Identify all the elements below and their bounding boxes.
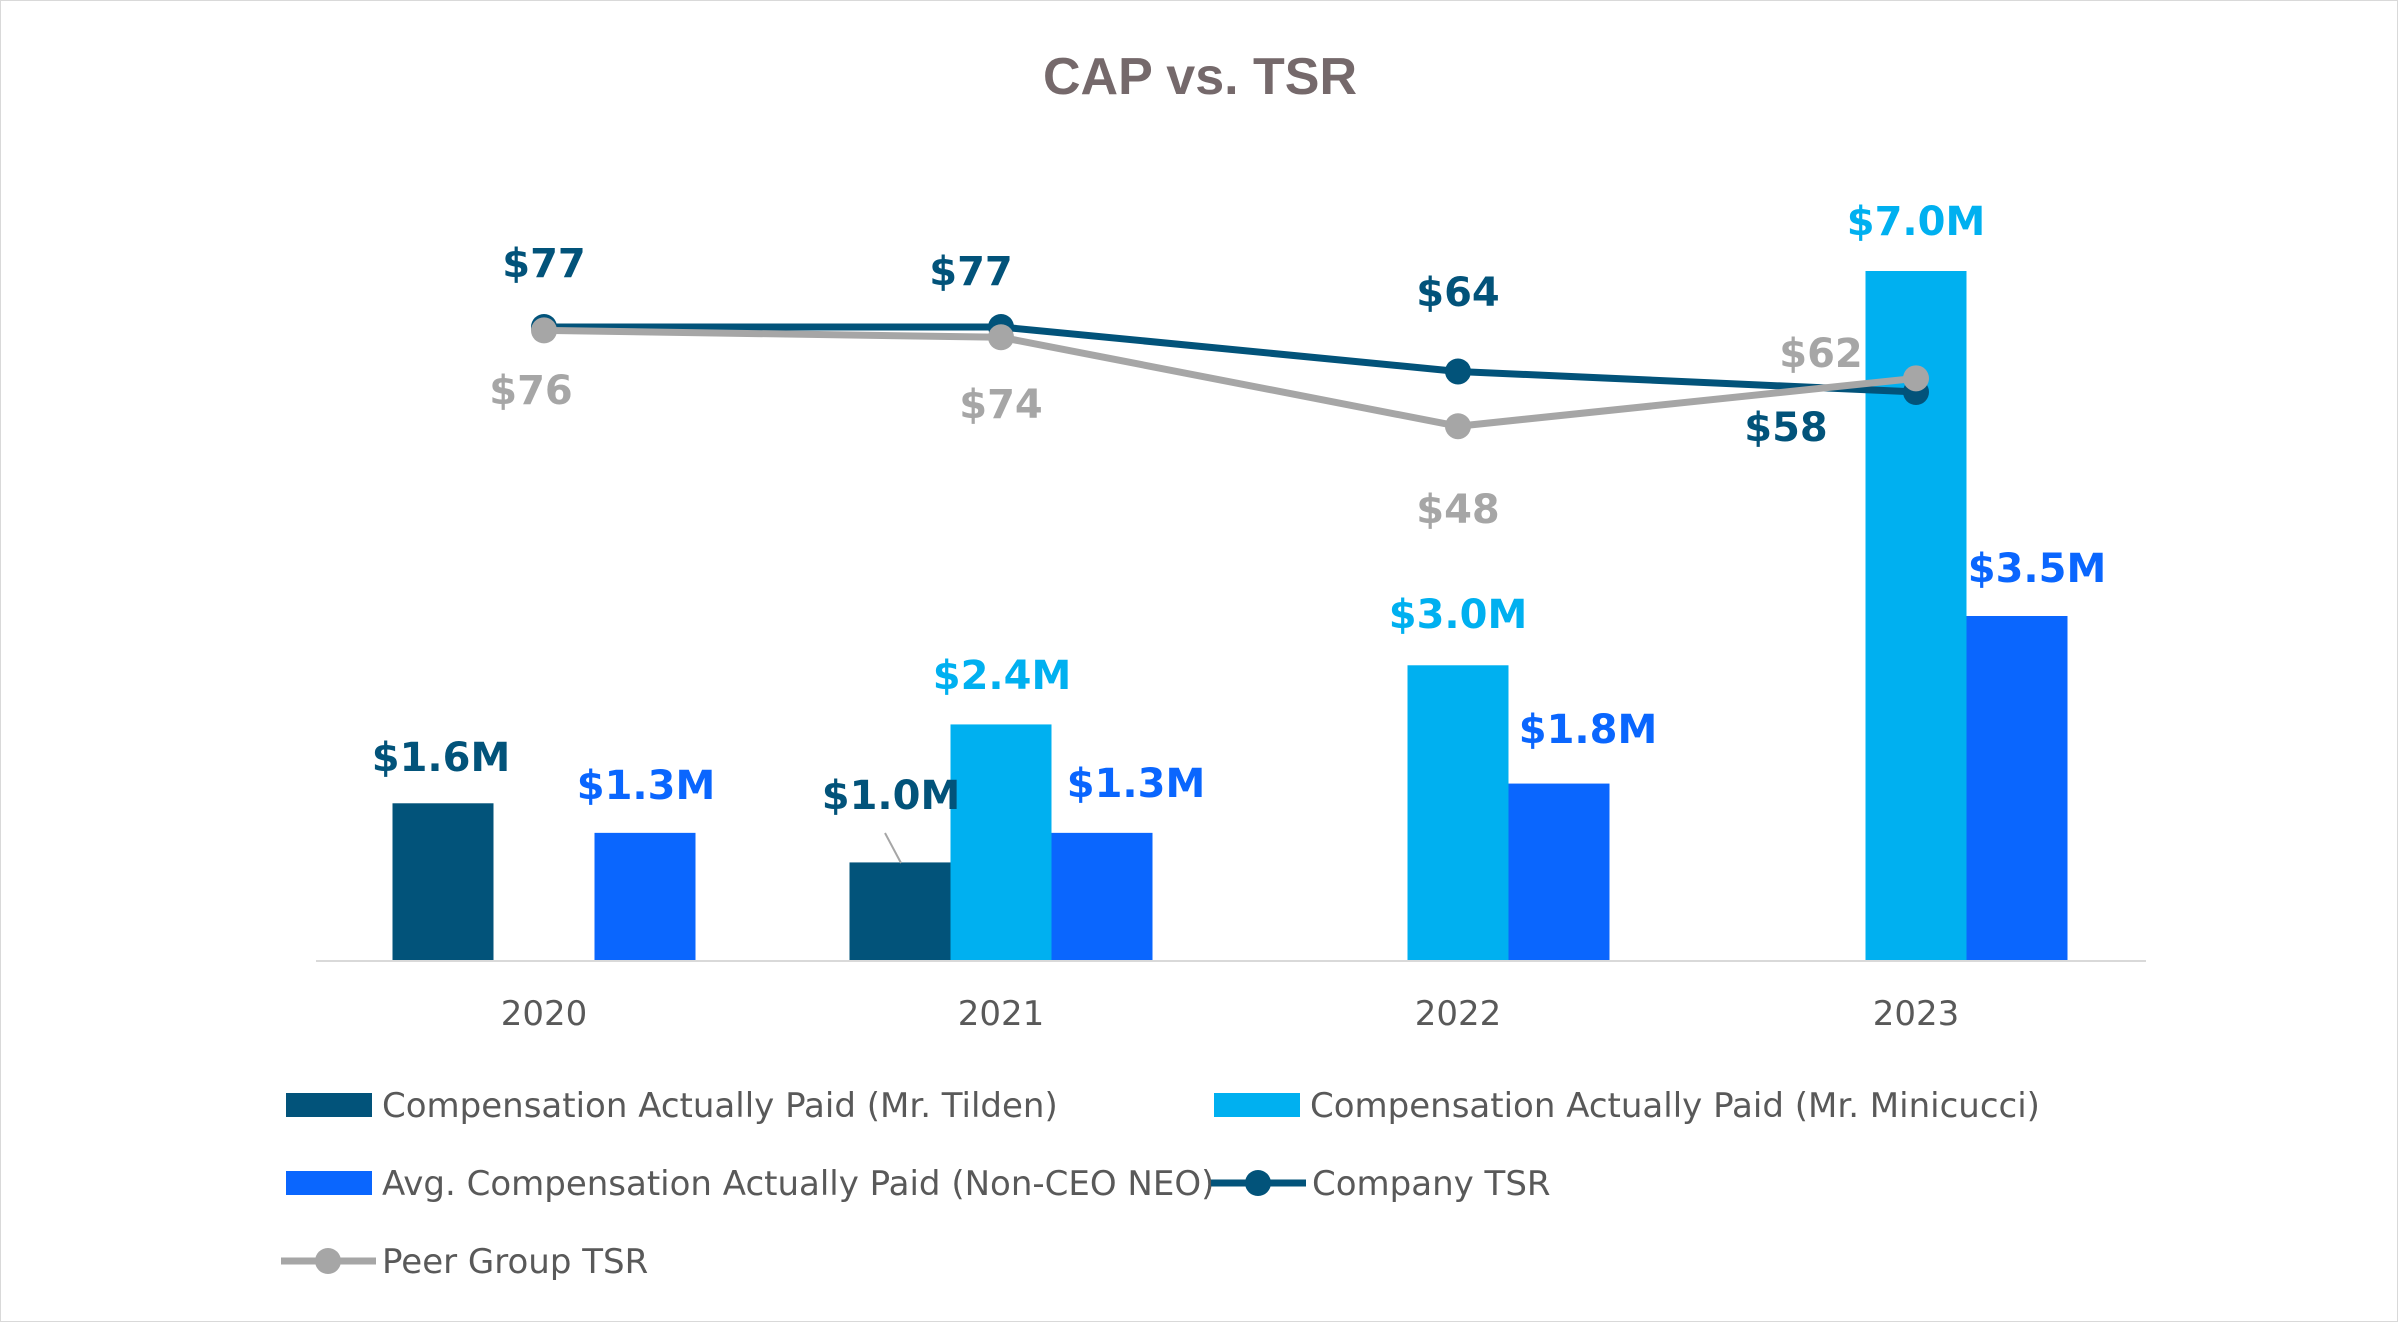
label-avg-compensation-actually-paid-non-ceo-neo-2021: $1.3M [1067,761,1206,807]
legend-swatch-marker-peer-group-tsr [315,1248,341,1274]
x-tick-2023: 2023 [1873,994,1960,1034]
label-compensation-actually-paid-mr-tilden-2020: $1.6M [372,735,511,781]
x-tick-2020: 2020 [501,994,588,1034]
legend-label-peer-group-tsr: Peer Group TSR [382,1242,648,1282]
label-compensation-actually-paid-mr-tilden-2021: $1.0M [822,773,961,819]
label-compensation-actually-paid-mr-minicucci-2022: $3.0M [1389,592,1528,638]
legend: Compensation Actually Paid (Mr. Tilden) C… [281,1086,2040,1282]
bar-compensation-actually-paid-mr-minicucci-2021 [950,724,1052,961]
bar-compensation-actually-paid-mr-tilden-2021 [849,862,951,961]
legend-swatch-marker-company-tsr [1245,1170,1271,1196]
label-avg-compensation-actually-paid-non-ceo-neo-2022: $1.8M [1519,707,1658,753]
label-peer-group-tsr-2020: $76 [489,368,573,414]
bar-avg-compensation-actually-paid-non-ceo-neo-2022 [1508,783,1610,961]
line-peer-group-tsr [540,326,1920,430]
legend-swatch-compensation-actually-paid-mr-minicucci [1214,1093,1300,1117]
label-peer-group-tsr-2022: $48 [1416,487,1500,533]
point-peer-group-tsr-2023 [1903,365,1929,392]
label-company-tsr-2022: $64 [1416,270,1500,316]
label-company-tsr-2020: $77 [502,241,586,287]
legend-label-company-tsr: Company TSR [1312,1164,1551,1204]
x-tick-2021: 2021 [958,994,1045,1034]
lines-layer [531,314,1929,440]
point-peer-group-tsr-2020 [531,317,557,344]
bar-compensation-actually-paid-mr-minicucci-2022 [1407,665,1509,961]
legend-swatch-avg-compensation-actually-paid-non-ceo-neo [286,1171,372,1195]
legend-label-avg-compensation-actually-paid-non-ceo-neo: Avg. Compensation Actually Paid (Non-CEO… [382,1164,1214,1204]
label-avg-compensation-actually-paid-non-ceo-neo-2023: $3.5M [1968,546,2107,592]
bar-compensation-actually-paid-mr-tilden-2020 [392,803,494,961]
bars-layer [392,271,2068,961]
point-peer-group-tsr-2021 [988,324,1014,351]
label-peer-group-tsr-2021: $74 [959,382,1043,428]
x-tick-labels: 2020 2021 2022 2023 [501,994,1960,1034]
x-tick-2022: 2022 [1415,994,1502,1034]
label-company-tsr-2023: $58 [1744,405,1828,451]
chart-title: CAP vs. TSR [1043,48,1357,106]
bar-avg-compensation-actually-paid-non-ceo-neo-2020 [594,832,696,961]
label-peer-group-tsr-2023: $62 [1779,331,1863,377]
legend-label-compensation-actually-paid-mr-tilden: Compensation Actually Paid (Mr. Tilden) [382,1086,1058,1126]
label-company-tsr-2021: $77 [929,249,1013,295]
label-compensation-actually-paid-mr-minicucci-2023: $7.0M [1847,199,1986,245]
leader-line-tilden-2021 [884,832,902,864]
data-labels: $1.6M $1.0M $2.4M $3.0M $7.0M $1.3M $1.3M $1.8M… [372,199,2107,864]
bar-avg-compensation-actually-paid-non-ceo-neo-2023 [1966,616,2068,961]
label-compensation-actually-paid-mr-minicucci-2021: $2.4M [933,653,1072,699]
point-company-tsr-2022 [1445,358,1471,385]
legend-swatch-compensation-actually-paid-mr-tilden [286,1093,372,1117]
point-peer-group-tsr-2022 [1445,413,1471,440]
legend-label-compensation-actually-paid-mr-minicucci: Compensation Actually Paid (Mr. Minicucc… [1310,1086,2040,1126]
bar-avg-compensation-actually-paid-non-ceo-neo-2021 [1051,832,1153,961]
line-company-tsr [540,323,1920,396]
label-avg-compensation-actually-paid-non-ceo-neo-2020: $1.3M [577,763,716,809]
